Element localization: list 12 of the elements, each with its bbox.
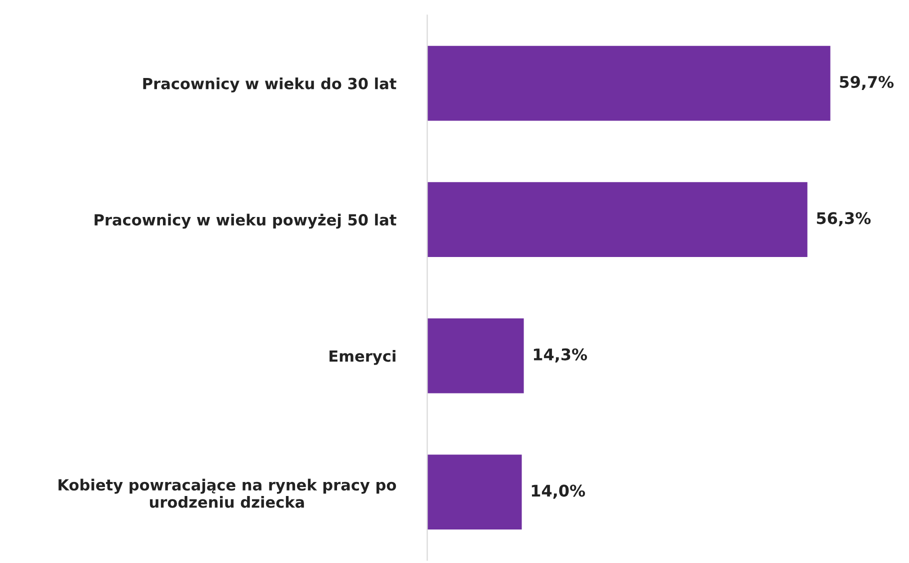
bar [427, 318, 524, 394]
bar [427, 182, 808, 258]
data-label: 59,7% [840, 76, 894, 90]
bar [427, 46, 830, 121]
y-tick-label: Emeryci [330, 350, 396, 365]
y-tick-label: Kobiety powracające na rynek pracy po urodzeniu dziecka [58, 478, 396, 508]
data-label: 14,0% [532, 484, 585, 499]
data-label: 14,3% [534, 348, 588, 362]
data-label: 56,3% [816, 212, 871, 226]
y-tick-label: Pracownicy w wieku powyżej 50 lat [94, 214, 396, 229]
bar [427, 454, 522, 530]
y-tick-label: Pracownicy w wieku do 30 lat [143, 78, 396, 92]
